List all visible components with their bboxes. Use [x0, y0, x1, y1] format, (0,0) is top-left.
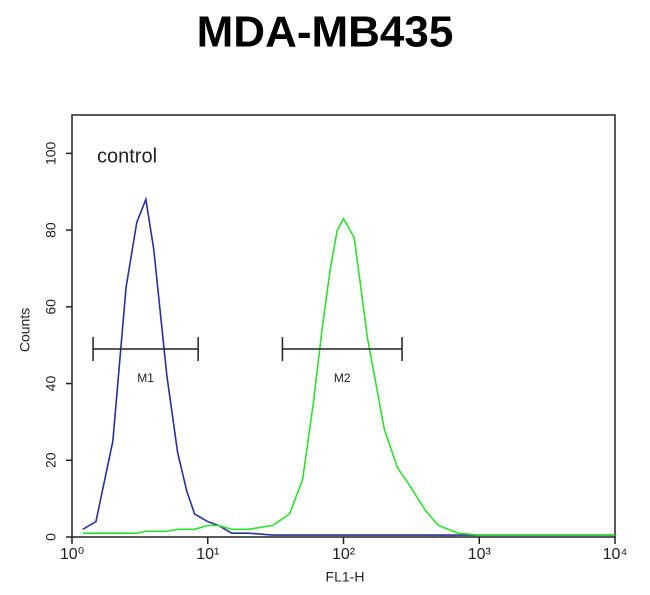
y-tick-label: 20 — [43, 452, 59, 468]
y-tick-label: 80 — [43, 222, 59, 238]
y-tick-label: 40 — [43, 376, 59, 392]
y-tick-label: 100 — [43, 141, 59, 165]
x-tick-label: 10² — [332, 546, 356, 563]
series-line — [82, 216, 615, 536]
plot-frame — [71, 114, 616, 538]
y-tick-label: 60 — [43, 299, 59, 315]
x-tick-label: 10⁴ — [603, 546, 628, 563]
y-axis-label: Counts — [17, 308, 33, 352]
annotation: control — [97, 145, 157, 167]
x-tick-label: 10³ — [468, 546, 492, 563]
x-tick-label: 10⁰ — [60, 546, 84, 563]
marker-label: M1 — [137, 371, 154, 385]
x-axis-label: FL1-H — [326, 569, 365, 585]
chart-title: MDA-MB435 — [197, 8, 454, 57]
x-tick-label: 10¹ — [196, 546, 219, 563]
series-line — [82, 196, 615, 536]
y-tick-label: 0 — [43, 533, 59, 541]
marker-label: M2 — [334, 371, 351, 385]
